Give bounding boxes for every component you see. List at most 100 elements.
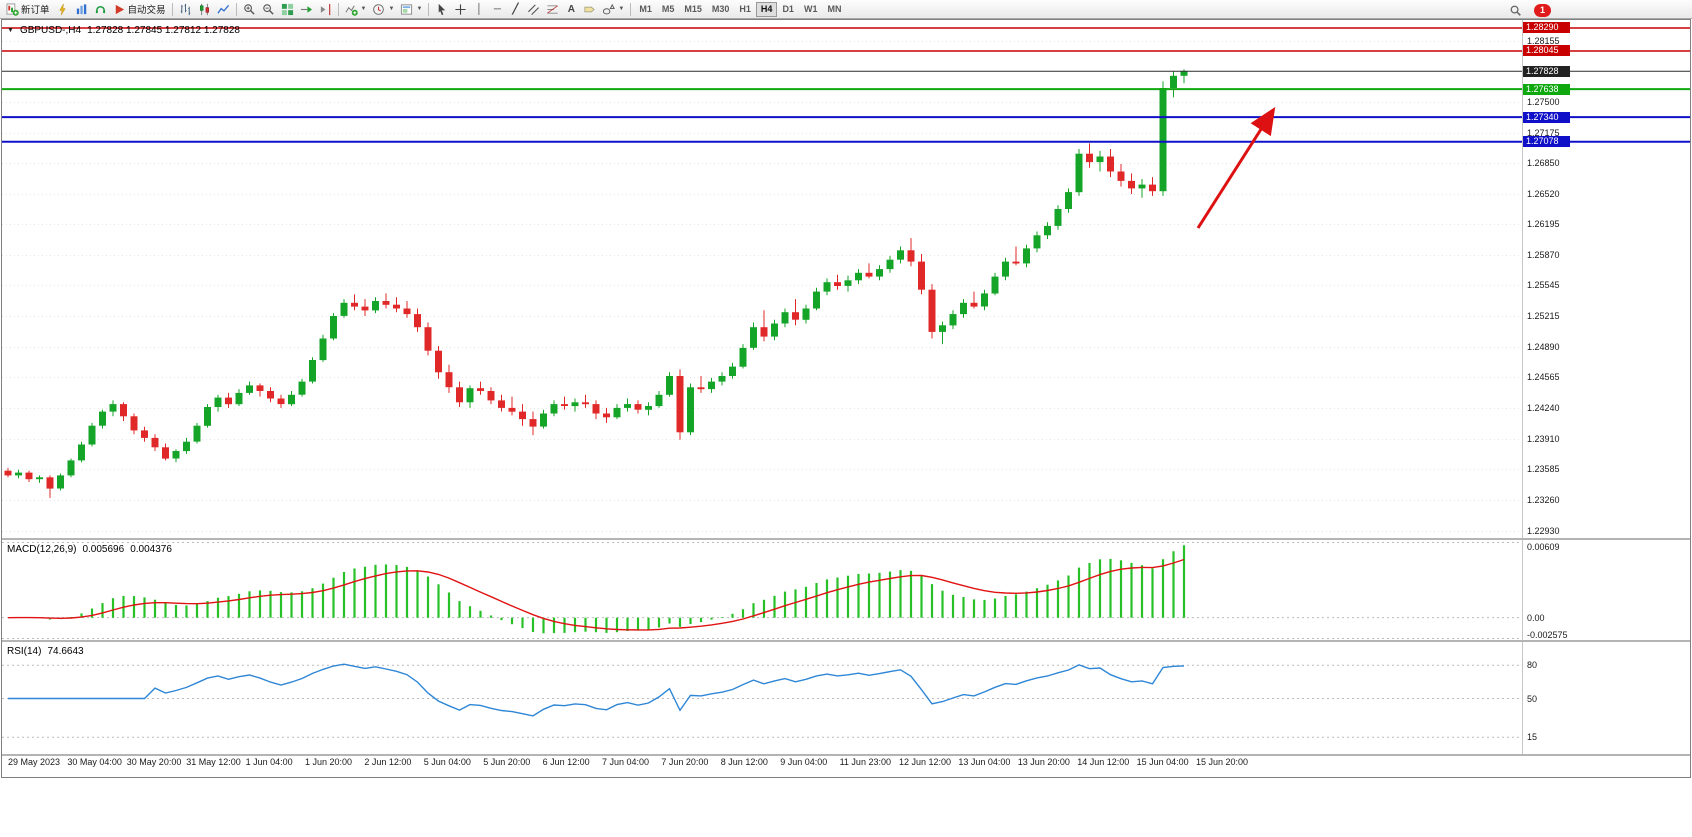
chart-shift-button[interactable]: [316, 1, 335, 18]
auto-trading-icon: [115, 4, 124, 14]
fibonacci-tool-button[interactable]: [543, 1, 562, 18]
channel-icon: [528, 3, 540, 15]
shapes-icon: [603, 3, 616, 14]
label-tag-icon: [584, 6, 596, 12]
candlestick-icon: [199, 3, 209, 15]
timeframe-button-d1[interactable]: D1: [777, 2, 799, 17]
templates-icon: [401, 3, 413, 15]
trendline-icon: ╱: [512, 3, 519, 15]
macd-pane[interactable]: [2, 541, 1690, 640]
timeframe-button-m15[interactable]: M15: [679, 2, 707, 17]
new-order-button[interactable]: 新订单: [3, 1, 53, 18]
auto-scroll-button[interactable]: [297, 1, 316, 18]
search-button[interactable]: [1506, 2, 1525, 19]
shapes-tool-button[interactable]: ▼: [599, 1, 627, 18]
price-axis-label: 1.23910: [1527, 433, 1560, 444]
toolbar-separator: [428, 2, 430, 16]
rsi-axis-label: 50: [1527, 693, 1538, 704]
main-macd-splitter[interactable]: [2, 538, 1690, 540]
timeframe-button-w1[interactable]: W1: [799, 2, 823, 17]
profiles-button[interactable]: [72, 1, 91, 18]
notifications-badge[interactable]: 1: [1534, 4, 1551, 17]
text-tool-button[interactable]: A: [562, 1, 580, 18]
time-axis-label: 7 Jun 20:00: [661, 757, 709, 767]
new-order-label: 新订单: [21, 5, 50, 16]
timeframe-button-m1[interactable]: M1: [634, 2, 657, 17]
crosshair-icon: [455, 3, 466, 15]
rsi-axis-label: 15: [1527, 732, 1538, 743]
time-axis-label: 14 Jun 12:00: [1077, 757, 1130, 767]
line-chart-icon: [216, 4, 229, 14]
indicators-button[interactable]: ▼: [342, 1, 370, 18]
new-chart-button[interactable]: [53, 1, 72, 18]
toolbar: 新订单 自动交易: [0, 0, 1692, 19]
time-axis-label: 6 Jun 12:00: [542, 757, 590, 767]
toolbar-separator: [171, 2, 173, 16]
macd-axis-label: 0.00: [1527, 612, 1545, 623]
time-axis-label: 30 May 20:00: [126, 757, 182, 767]
templates-button[interactable]: ▼: [397, 1, 425, 18]
price-axis-label: 1.23585: [1527, 464, 1560, 475]
timeframe-button-m30[interactable]: M30: [707, 2, 735, 17]
toolbar-right-group: 1: [1506, 2, 1551, 19]
time-axis-label: 31 May 12:00: [186, 757, 241, 767]
time-axis-label: 2 Jun 12:00: [364, 757, 412, 767]
label-tool-button[interactable]: [580, 1, 599, 18]
dropdown-caret-icon: ▼: [618, 6, 625, 12]
price-axis-tag: 1.27638: [1523, 83, 1570, 95]
zoom-out-button[interactable]: [259, 1, 278, 18]
time-axis-label: 8 Jun 12:00: [720, 757, 768, 767]
text-icon: A: [567, 3, 575, 15]
arrow-annotation[interactable]: [1196, 106, 1276, 229]
cursor-tool-button[interactable]: [432, 1, 451, 18]
crosshair-tool-button[interactable]: [451, 1, 470, 18]
time-axis-label: 12 Jun 12:00: [899, 757, 952, 767]
rsi-indicator-label: RSI(14) 74.6643: [7, 646, 84, 657]
macd-indicator-label: MACD(12,26,9) 0.005696 0.004376: [7, 544, 172, 555]
price-axis-label: 1.26850: [1527, 158, 1560, 169]
toolbar-separator: [235, 2, 237, 16]
bar-chart-button[interactable]: [176, 1, 195, 18]
time-axis-label: 1 Jun 04:00: [245, 757, 293, 767]
channel-tool-button[interactable]: [524, 1, 543, 18]
time-axis-label: 5 Jun 04:00: [423, 757, 471, 767]
time-axis-label: 1 Jun 20:00: [305, 757, 353, 767]
price-grid-layer: [2, 41, 1522, 532]
horizontal-line-tool-button[interactable]: ─: [488, 1, 506, 18]
timeframe-button-h4[interactable]: H4: [755, 1, 778, 17]
timeframe-button-h1[interactable]: H1: [734, 2, 756, 17]
chart-ohlc: 1.27828 1.27845 1.27812 1.27828: [87, 25, 240, 36]
time-axis-label: 13 Jun 04:00: [958, 757, 1011, 767]
time-axis-label: 30 May 04:00: [67, 757, 122, 767]
price-axis-label: 1.26520: [1527, 189, 1560, 199]
candlestick-chart-button[interactable]: [195, 1, 214, 18]
macd-rsi-splitter[interactable]: [2, 640, 1690, 642]
candles-layer: [4, 69, 1188, 498]
indicators-icon: [345, 5, 358, 16]
line-chart-button[interactable]: [214, 1, 233, 18]
price-axis-label: 1.25545: [1527, 280, 1560, 291]
timeframe-group: M1 M5 M15 M30 H1 H4 D1 W1 MN: [634, 1, 846, 17]
dropdown-caret-icon: ▼: [388, 6, 395, 12]
rsi-pane[interactable]: [2, 643, 1690, 754]
main-chart-pane[interactable]: [2, 20, 1690, 538]
price-axis-label: 1.26195: [1527, 219, 1560, 230]
auto-trading-button[interactable]: 自动交易: [110, 1, 169, 18]
one-click-trading-toggle-icon[interactable]: ▼: [7, 27, 14, 34]
time-axis-label: 11 Jun 23:00: [839, 757, 891, 767]
timeframe-button-mn[interactable]: MN: [822, 2, 846, 17]
vertical-line-tool-button[interactable]: │: [470, 1, 488, 18]
trendline-tool-button[interactable]: ╱: [506, 1, 524, 18]
community-button[interactable]: [91, 1, 110, 18]
headset-icon: [95, 5, 105, 13]
tile-windows-button[interactable]: [278, 1, 297, 18]
price-axis-label: 1.27500: [1527, 97, 1560, 108]
auto-trading-label: 自动交易: [127, 5, 166, 16]
periods-button[interactable]: ▼: [369, 1, 397, 18]
timeframe-button-m5[interactable]: M5: [657, 2, 680, 17]
zoom-in-button[interactable]: [240, 1, 259, 18]
price-axis-tag: 1.27078: [1523, 136, 1570, 148]
rsi-axis-label: 80: [1527, 660, 1538, 671]
price-axis-label: 1.27175: [1527, 127, 1560, 138]
